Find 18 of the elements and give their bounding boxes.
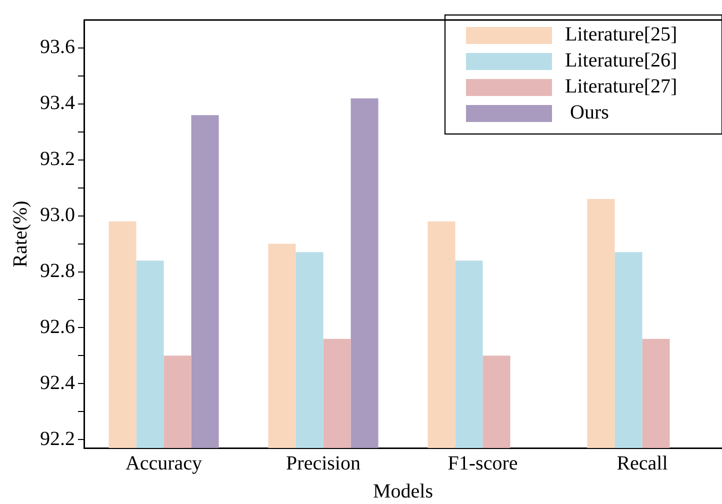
- x-tick-label: F1-score: [448, 452, 518, 474]
- legend-label: Literature[25]: [565, 23, 678, 46]
- y-tick-label: 93.2: [40, 148, 75, 170]
- x-tick-label: Accuracy: [125, 452, 202, 474]
- x-tick-label: Recall: [616, 452, 668, 474]
- y-tick-label: 93.4: [40, 92, 75, 114]
- x-axis-title: Models: [373, 480, 434, 502]
- legend-label: Literature[27]: [565, 75, 678, 98]
- y-tick-label: 93.0: [40, 204, 75, 226]
- y-axis-title: Rate(%): [9, 200, 32, 268]
- y-tick-label: 92.2: [40, 428, 75, 450]
- legend-label: Ours: [565, 101, 610, 124]
- legend-label: Literature[26]: [565, 49, 678, 72]
- y-tick-label: 92.8: [40, 260, 75, 282]
- x-tick-label: Precision: [286, 452, 360, 474]
- y-tick-label: 92.4: [40, 372, 75, 394]
- y-tick-label: 93.6: [40, 36, 75, 58]
- y-tick-label: 92.6: [40, 316, 75, 338]
